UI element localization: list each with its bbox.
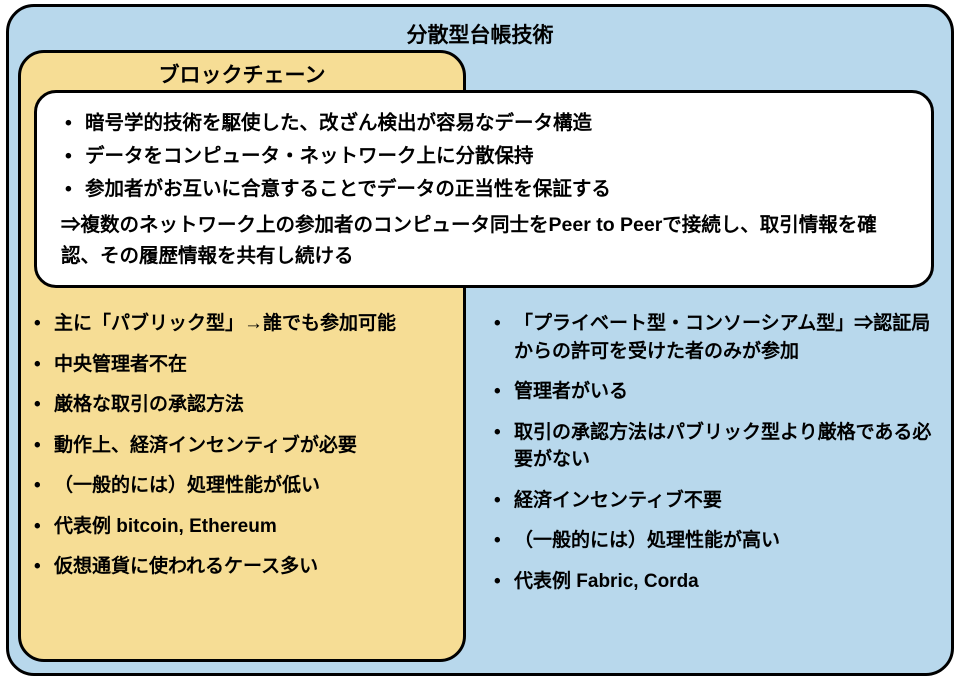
- feature-item: （一般的には）処理性能が高い: [490, 527, 940, 555]
- feature-item: 主に「パブリック型」→誰でも参加可能: [30, 310, 460, 338]
- feature-item: 経済インセンティブ不要: [490, 487, 940, 515]
- feature-item: 厳格な取引の承認方法: [30, 391, 460, 419]
- feature-item: 「プライベート型・コンソーシアム型」⇒認証局からの許可を受けた者のみが参加: [490, 310, 940, 365]
- definition-bullets: 暗号学的技術を駆使した、改ざん検出が容易なデータ構造 データをコンピュータ・ネッ…: [55, 107, 913, 206]
- definition-box: 暗号学的技術を駆使した、改ざん検出が容易なデータ構造 データをコンピュータ・ネッ…: [34, 90, 934, 288]
- feature-item: 代表例 Fabric, Corda: [490, 568, 940, 596]
- dlt-features: 「プライベート型・コンソーシアム型」⇒認証局からの許可を受けた者のみが参加 管理…: [490, 310, 940, 608]
- inner-title: ブロックチェーン: [21, 59, 463, 89]
- feature-item: （一般的には）処理性能が低い: [30, 472, 460, 500]
- definition-bullet: データをコンピュータ・ネットワーク上に分散保持: [63, 140, 913, 173]
- feature-item: 取引の承認方法はパブリック型より厳格である必要がない: [490, 419, 940, 474]
- feature-item: 仮想通貨に使われるケース多い: [30, 553, 460, 581]
- definition-bullet: 暗号学的技術を駆使した、改ざん検出が容易なデータ構造: [63, 107, 913, 140]
- feature-item: 管理者がいる: [490, 378, 940, 406]
- left-feature-list: 主に「パブリック型」→誰でも参加可能 中央管理者不在 厳格な取引の承認方法 動作…: [30, 310, 460, 581]
- definition-arrow-text: ⇒複数のネットワーク上の参加者のコンピュータ同士をPeer to Peerで接続…: [55, 210, 913, 270]
- feature-item: 動作上、経済インセンティブが必要: [30, 432, 460, 460]
- feature-item: 中央管理者不在: [30, 351, 460, 379]
- right-feature-list: 「プライベート型・コンソーシアム型」⇒認証局からの許可を受けた者のみが参加 管理…: [490, 310, 940, 595]
- feature-item: 代表例 bitcoin, Ethereum: [30, 513, 460, 541]
- definition-bullet: 参加者がお互いに合意することでデータの正当性を保証する: [63, 173, 913, 206]
- blockchain-features: 主に「パブリック型」→誰でも参加可能 中央管理者不在 厳格な取引の承認方法 動作…: [30, 310, 460, 594]
- outer-title: 分散型台帳技術: [25, 19, 935, 49]
